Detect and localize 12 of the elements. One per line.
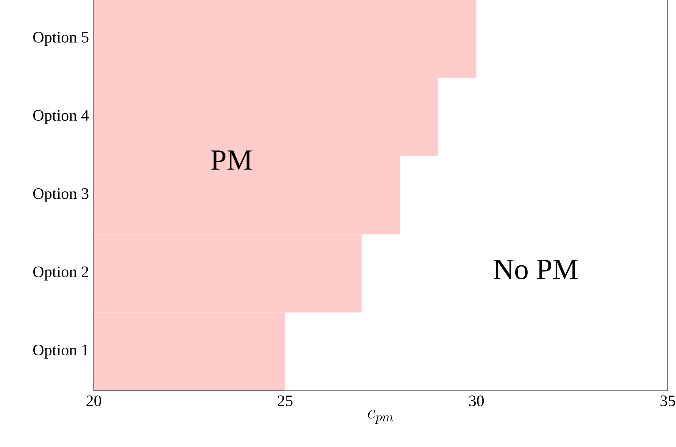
x-tick-label: 20	[86, 396, 102, 406]
y-tick-label: Option 1	[34, 344, 88, 359]
y-tick-label: Option 5	[34, 32, 89, 46]
x-tick-label: 25	[278, 396, 293, 406]
y-tick-label: Option 2	[34, 266, 88, 281]
y-tick-label: Option 3	[34, 188, 89, 203]
y-tick-label: Option 4	[34, 110, 90, 124]
annotation: PM	[211, 150, 252, 170]
annotation: No PM	[494, 260, 578, 280]
x-tick-label: 30	[469, 396, 484, 406]
x-tick-label: 35	[660, 396, 676, 406]
x-axis-title: $c_{pm}$	[368, 410, 394, 424]
